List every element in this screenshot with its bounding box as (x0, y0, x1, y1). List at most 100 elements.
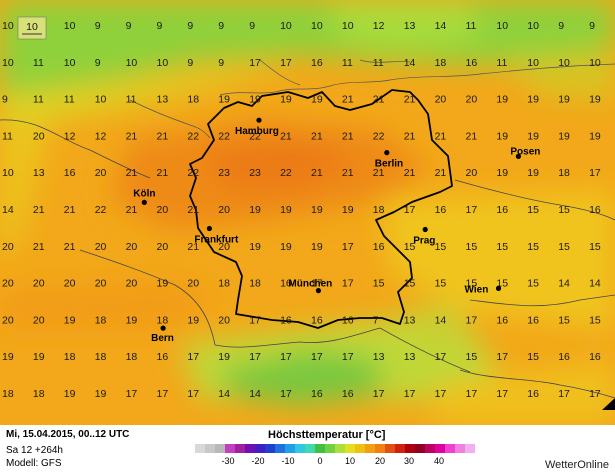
grid-value: 16 (311, 314, 323, 326)
city-dot (160, 325, 166, 331)
grid-value: 20 (466, 167, 478, 179)
grid-value: 20 (95, 278, 107, 290)
grid-value: 15 (496, 241, 508, 253)
grid-value: 16 (311, 388, 323, 400)
grid-value: 19 (280, 241, 292, 253)
city-label: Frankfurt (194, 235, 239, 246)
grid-value: 11 (496, 57, 507, 69)
grid-value: 22 (280, 167, 292, 179)
grid-value: 9 (187, 57, 193, 69)
grid-value: 19 (280, 204, 292, 216)
grid-value: 18 (64, 351, 76, 363)
grid-value: 21 (157, 167, 169, 179)
grid-value: 15 (496, 278, 508, 290)
legend-marker-top-left: 10 (17, 16, 47, 40)
grid-value: 9 (589, 20, 595, 32)
scale-label: 20 (374, 456, 386, 466)
scale-swatch (215, 444, 225, 453)
grid-value: 10 (2, 57, 14, 69)
grid-value: 9 (126, 20, 132, 32)
grid-value: 22 (187, 167, 199, 179)
grid-value: 18 (187, 94, 199, 106)
grid-value: 17 (589, 388, 601, 400)
grid-value: 19 (2, 351, 14, 363)
scale-swatch (385, 444, 395, 453)
grid-value: 17 (311, 278, 323, 290)
grid-value: 16 (435, 204, 447, 216)
grid-value: 19 (64, 388, 76, 400)
grid-value: 18 (218, 278, 230, 290)
grid-value: 22 (373, 130, 385, 142)
grid-value: 16 (496, 204, 508, 216)
grid-value: 22 (95, 204, 107, 216)
grid-value: 21 (187, 241, 199, 253)
grid-value: 20 (218, 241, 230, 253)
germany-border (189, 89, 453, 329)
scale-swatch (405, 444, 415, 453)
grid-value: 19 (249, 94, 261, 106)
grid-value: 19 (33, 351, 45, 363)
grid-value: 21 (33, 204, 45, 216)
coastlines (129, 59, 615, 139)
grid-value: 16 (589, 351, 601, 363)
scale-swatch (225, 444, 235, 453)
grid-value: 23 (218, 167, 230, 179)
grid-value: 20 (218, 314, 230, 326)
grid-value: 17 (373, 388, 385, 400)
grid-value: 17 (558, 388, 570, 400)
grid-value: 19 (249, 241, 261, 253)
grid-value: 17 (435, 351, 447, 363)
city-marker: Köln (133, 188, 156, 205)
grid-value: 17 (404, 204, 416, 216)
grid-value: 14 (218, 388, 230, 400)
scale-label: -20 (251, 456, 265, 466)
grid-value: 11 (126, 94, 137, 106)
city-dot (141, 199, 147, 205)
grid-value: 17 (435, 388, 447, 400)
grid-value: 18 (157, 314, 169, 326)
grid-value: 9 (558, 20, 564, 32)
scale-swatch (435, 444, 445, 453)
grid-value: 19 (311, 204, 323, 216)
grid-value: 19 (280, 94, 292, 106)
grid-value: 15 (435, 278, 447, 290)
grid-value: 21 (126, 204, 138, 216)
grid-value: 16 (157, 351, 169, 363)
city-label: Hamburg (235, 126, 279, 137)
grid-value: 21 (64, 204, 76, 216)
grid-value: 20 (33, 278, 45, 290)
grid-value: 17 (187, 351, 199, 363)
grid-value: 11 (2, 130, 13, 142)
grid-value: 17 (249, 314, 261, 326)
grid-value: 17 (342, 351, 354, 363)
grid-value: 12 (373, 20, 385, 32)
grid-value: 16 (527, 314, 539, 326)
grid-value: 16 (280, 278, 292, 290)
grid-value: 15 (466, 351, 478, 363)
city-dot (515, 153, 522, 159)
corner-arrow-icon (602, 398, 615, 410)
grid-value: 15 (527, 278, 539, 290)
grid-value: 18 (373, 204, 385, 216)
grid-value: 18 (95, 314, 107, 326)
grid-value: 21 (404, 167, 416, 179)
scale-swatch (295, 444, 305, 453)
grid-value: 12 (64, 130, 76, 142)
city-markers: HamburgBerlinPosenKölnFrankfurtPragParis… (133, 117, 540, 344)
grid-value: 21 (404, 94, 416, 106)
grid-value: 21 (435, 167, 447, 179)
grid-value: 9 (218, 57, 224, 69)
grid-value: 14 (404, 57, 416, 69)
city-marker: München (288, 279, 332, 294)
grid-value: 18 (95, 351, 107, 363)
grid-value: 17 (157, 388, 169, 400)
scale-swatch (375, 444, 385, 453)
grid-value: 20 (2, 241, 14, 253)
grid-value: 15 (589, 314, 601, 326)
city-marker: Berlin (375, 150, 403, 170)
grid-value: 17 (280, 57, 292, 69)
city-label: München (288, 279, 332, 290)
grid-value: 10 (527, 20, 539, 32)
grid-value: 13 (373, 351, 385, 363)
grid-value: 20 (2, 278, 14, 290)
